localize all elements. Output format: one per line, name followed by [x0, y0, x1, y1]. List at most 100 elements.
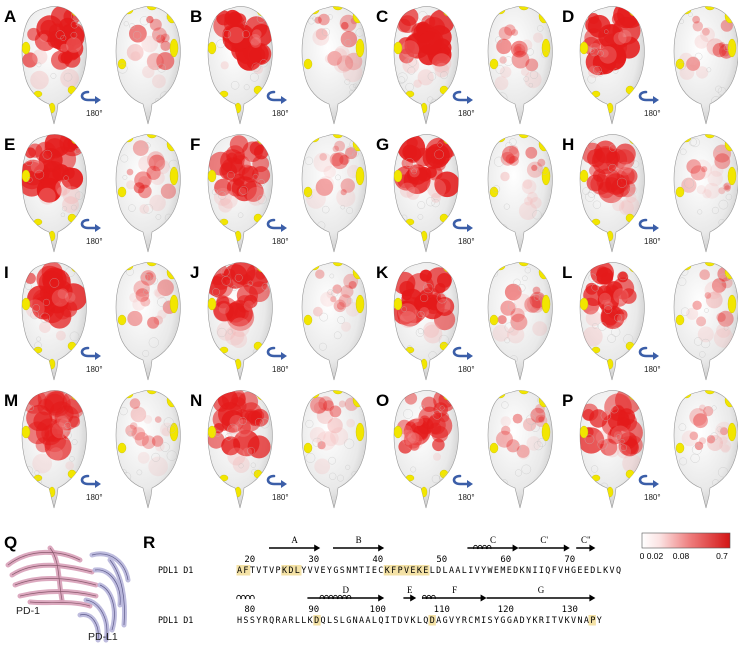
- helix-icon: [319, 594, 352, 600]
- panel-label: D: [562, 7, 574, 26]
- front-view-surface: [393, 390, 459, 509]
- back-view-surface: [301, 390, 367, 509]
- rotation-label: 180°: [86, 365, 103, 374]
- pdl1-ribbon: [77, 551, 131, 643]
- strand-label: C: [490, 535, 496, 545]
- back-view-surface: [301, 6, 367, 125]
- front-view-surface: [207, 262, 273, 381]
- panel-i: I 180°: [4, 262, 181, 381]
- rotation-arrow-icon: [452, 346, 473, 360]
- panel-label: R: [143, 533, 155, 552]
- strand-label: C": [581, 535, 591, 545]
- molecule-label-pdl1: PD-L1: [88, 631, 118, 643]
- rotation-arrow-icon: [638, 90, 659, 104]
- residue-number: 80: [244, 605, 255, 615]
- panel-k: K 180°: [376, 262, 553, 381]
- rotation-arrow-icon: [80, 218, 101, 232]
- interface-highlight: [588, 615, 596, 626]
- residue-number: 40: [372, 555, 383, 565]
- panel-c: C 180°: [376, 6, 553, 125]
- rotation-arrow-icon: [266, 346, 287, 360]
- surface-panels: A 180° B 180° C 180° D 180° E 180° F 180° G 180° H 180°…: [4, 6, 738, 509]
- panel-a: A 180°: [4, 6, 181, 125]
- front-view-surface: [21, 262, 87, 381]
- rotation-arrow-icon: [638, 474, 659, 488]
- panel-l: L 180°: [562, 262, 738, 381]
- rotation-arrow-icon: [266, 218, 287, 232]
- strand-label: G: [538, 585, 545, 595]
- residue-number: 110: [434, 605, 450, 615]
- back-view-surface: [115, 390, 181, 509]
- rotation-label: 180°: [86, 493, 103, 502]
- front-view-surface: [21, 134, 87, 253]
- molecule-label-pd1: PD-1: [16, 605, 40, 617]
- residue-number: 130: [562, 605, 578, 615]
- rotation-arrow-icon: [452, 218, 473, 232]
- panel-label: O: [376, 391, 389, 410]
- back-view-surface: [115, 6, 181, 125]
- panel-j: J 180°: [190, 262, 367, 381]
- back-view-surface: [301, 262, 367, 381]
- panel-b: B 180°: [190, 6, 367, 125]
- color-scale-tick: 0.02: [647, 551, 664, 561]
- strand-label: A: [291, 535, 298, 545]
- rotation-arrow-icon: [452, 474, 473, 488]
- strand-arrow: A: [269, 535, 321, 552]
- color-scale-tick: 0: [640, 551, 645, 561]
- back-view-surface: [115, 134, 181, 253]
- strand-arrow: C: [467, 535, 519, 552]
- panel-label: B: [190, 7, 202, 26]
- front-view-surface: [207, 134, 273, 253]
- color-scale-bar: [641, 532, 731, 549]
- interface-highlight: [383, 565, 430, 576]
- back-view-surface: [673, 390, 738, 509]
- panel-label: K: [376, 263, 389, 282]
- residue-number: 70: [564, 555, 575, 565]
- back-view-surface: [487, 134, 553, 253]
- strand-label: F: [452, 585, 457, 595]
- panel-g: G 180°: [376, 134, 553, 253]
- residue-number: 20: [244, 555, 255, 565]
- panel-label: P: [562, 391, 573, 410]
- panel-label: M: [4, 391, 18, 410]
- helix-icon: [236, 594, 255, 600]
- back-view-surface: [673, 134, 738, 253]
- panel-label: C: [376, 7, 388, 26]
- rotation-label: 180°: [272, 109, 289, 118]
- rotation-label: 180°: [644, 109, 661, 118]
- panel-h: H 180°: [562, 134, 738, 253]
- sequence-name: PDL1 D1: [158, 615, 193, 625]
- back-view-surface: [115, 262, 181, 381]
- rotation-label: 180°: [272, 365, 289, 374]
- strand-arrow: C": [576, 535, 596, 552]
- front-view-surface: [579, 6, 645, 125]
- panel-label: I: [4, 263, 9, 282]
- strand-label: C': [540, 535, 548, 545]
- rotation-label: 180°: [458, 109, 475, 118]
- color-scale-tick: 0.7: [716, 551, 728, 561]
- sequence-text: AFTVTVPKDLYVVEYGSNMTIECKFPVEKELDLAALIVYW…: [237, 565, 621, 575]
- back-view-surface: [487, 390, 553, 509]
- sequence-text: HSSYRQRARLLKDQLSLGNAALQITDVKLQDAGVYRCMIS…: [237, 615, 602, 625]
- strand-label: B: [356, 535, 362, 545]
- panel-label: F: [190, 135, 200, 154]
- front-view-surface: [393, 262, 459, 381]
- sequence-row-top: PDL1 D1 AFTVTVPKDLYVVEYGSNMTIECKFPVEKELDL…: [158, 535, 621, 576]
- panel-p: P 180°: [562, 390, 738, 509]
- pd1-ribbon: [5, 545, 99, 609]
- residue-number: 50: [436, 555, 447, 565]
- strand-label: D: [343, 585, 350, 595]
- panel-label: L: [562, 263, 572, 282]
- residue-number: 120: [498, 605, 514, 615]
- panel-e: E 180°: [4, 134, 181, 253]
- panel-o: O 180°: [376, 390, 553, 509]
- panel-label: Q: [4, 533, 17, 552]
- rotation-label: 180°: [86, 109, 103, 118]
- panel-label: A: [4, 7, 16, 26]
- panel-q: Q PD-1 PD-L1: [4, 533, 131, 643]
- back-view-surface: [487, 6, 553, 125]
- color-scale-tick: 0.08: [673, 551, 690, 561]
- strand-arrow: B: [333, 535, 385, 552]
- interface-highlight: [236, 565, 251, 576]
